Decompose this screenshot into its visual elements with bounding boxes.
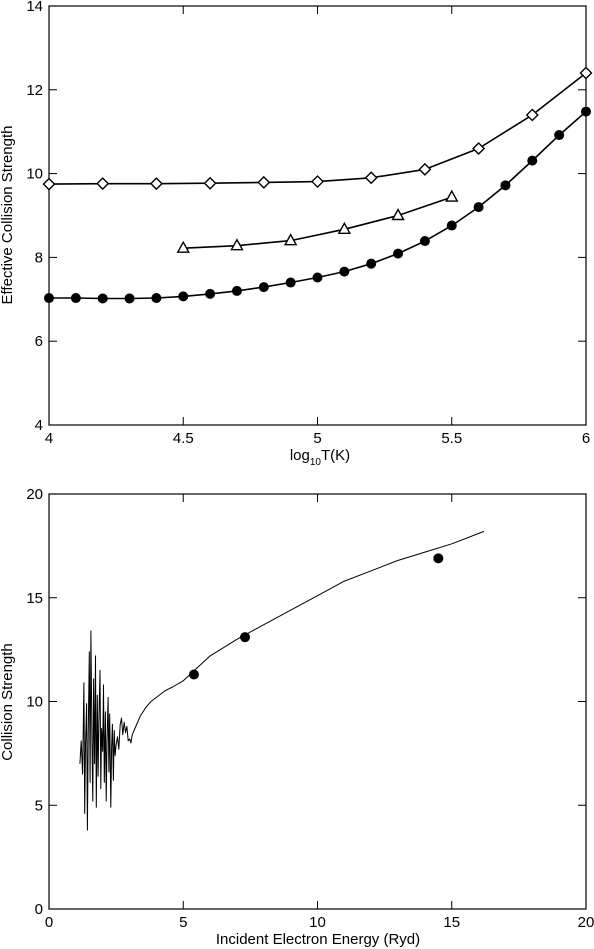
x-tick-label: 4.5	[173, 430, 194, 447]
data-point-triangle	[445, 189, 459, 202]
data-point-circle	[188, 669, 199, 680]
collision-strength-chart: 0 5 10 15 20 0 5 10 15 20 Collision Strength Inci…	[0, 486, 594, 948]
x-axis-label-tail: T(K)	[321, 447, 350, 464]
data-point-circle	[581, 106, 591, 117]
data-point-triangle	[176, 240, 190, 253]
x-axis-label: log10T(K)	[290, 447, 350, 468]
x-tick-label: 4	[45, 430, 53, 447]
data-point-circle	[393, 248, 404, 259]
data-point-triangle	[283, 233, 298, 246]
effective-collision-strength-chart: 4 4.5 5 5.5 6 4 6 8 10 12 14 Effective Collision S…	[0, 0, 593, 468]
y-tick-label: 4	[35, 417, 43, 434]
series-group	[42, 66, 593, 304]
x-axis-label-subscript: 10	[310, 457, 322, 468]
data-point-triangle	[391, 208, 405, 221]
data-point-circle	[151, 293, 162, 304]
y-tick-label: 5	[35, 797, 43, 814]
data-point-circle	[527, 155, 538, 166]
data-point-triangle	[337, 221, 352, 235]
data-point-triangle	[230, 238, 244, 251]
data-point-circle	[473, 202, 484, 213]
x-tick-label: 5.5	[441, 430, 462, 447]
data-point-circle	[240, 632, 251, 643]
y-axis-label: Collision Strength	[0, 643, 16, 761]
axis-ticks: 0 5 10 15 20 0 5 10 15 20	[26, 486, 594, 931]
y-tick-label: 12	[26, 82, 43, 99]
x-tick-label: 5	[313, 430, 321, 447]
data-point-circle	[258, 282, 269, 293]
x-tick-label: 20	[578, 914, 594, 931]
data-point-circle	[433, 553, 444, 564]
x-tick-label: 0	[45, 914, 53, 931]
x-axis-label: Incident Electron Energy (Ryd)	[216, 931, 420, 948]
x-tick-label: 10	[309, 914, 326, 931]
y-tick-label: 10	[26, 166, 43, 183]
y-tick-label: 14	[26, 0, 43, 15]
data-point-diamond	[96, 177, 110, 191]
data-point-diamond	[42, 177, 56, 191]
x-tick-label: 6	[582, 430, 590, 447]
x-tick-label: 5	[179, 914, 187, 931]
data-point-diamond	[579, 66, 593, 80]
top-series-2-line	[183, 196, 453, 249]
axis-ticks: 4 4.5 5 5.5 6 4 6 8 10 12 14	[26, 0, 590, 447]
data-point-circle	[285, 277, 296, 288]
bottom-series-1-line	[79, 530, 485, 831]
y-tick-label: 15	[26, 590, 43, 607]
data-point-circle	[339, 266, 350, 277]
y-tick-label: 0	[35, 901, 43, 918]
data-point-circle	[231, 285, 242, 296]
y-tick-label: 10	[26, 694, 43, 711]
x-tick-label: 15	[443, 914, 460, 931]
data-point-diamond	[525, 108, 539, 122]
data-point-circle	[97, 293, 108, 304]
plot-area-frame	[48, 5, 587, 426]
data-point-diamond	[257, 175, 271, 189]
data-point-circle	[554, 130, 565, 141]
data-point-circle	[205, 288, 216, 299]
data-point-circle	[70, 293, 81, 304]
top-series-1-line	[48, 72, 587, 185]
data-point-diamond	[364, 171, 378, 185]
data-point-diamond	[311, 175, 324, 189]
data-point-diamond	[418, 162, 432, 176]
y-axis-label: Effective Collision Strength	[0, 126, 16, 305]
data-point-diamond	[149, 177, 163, 191]
data-point-circle	[178, 291, 189, 302]
data-point-circle	[124, 293, 135, 304]
x-axis-label-main: log	[290, 447, 310, 464]
y-tick-label: 20	[26, 486, 43, 503]
series-group	[79, 530, 485, 831]
data-point-diamond	[203, 176, 217, 190]
data-point-circle	[419, 236, 430, 247]
data-point-circle	[44, 293, 54, 304]
data-point-circle	[446, 220, 457, 231]
top-series-3-line	[49, 110, 587, 300]
data-point-diamond	[472, 141, 486, 155]
y-tick-label: 8	[35, 249, 43, 266]
data-point-circle	[500, 180, 511, 191]
data-point-circle	[312, 272, 323, 283]
data-point-circle	[366, 258, 377, 269]
plot-area-frame	[48, 493, 587, 910]
y-tick-label: 6	[35, 333, 43, 350]
